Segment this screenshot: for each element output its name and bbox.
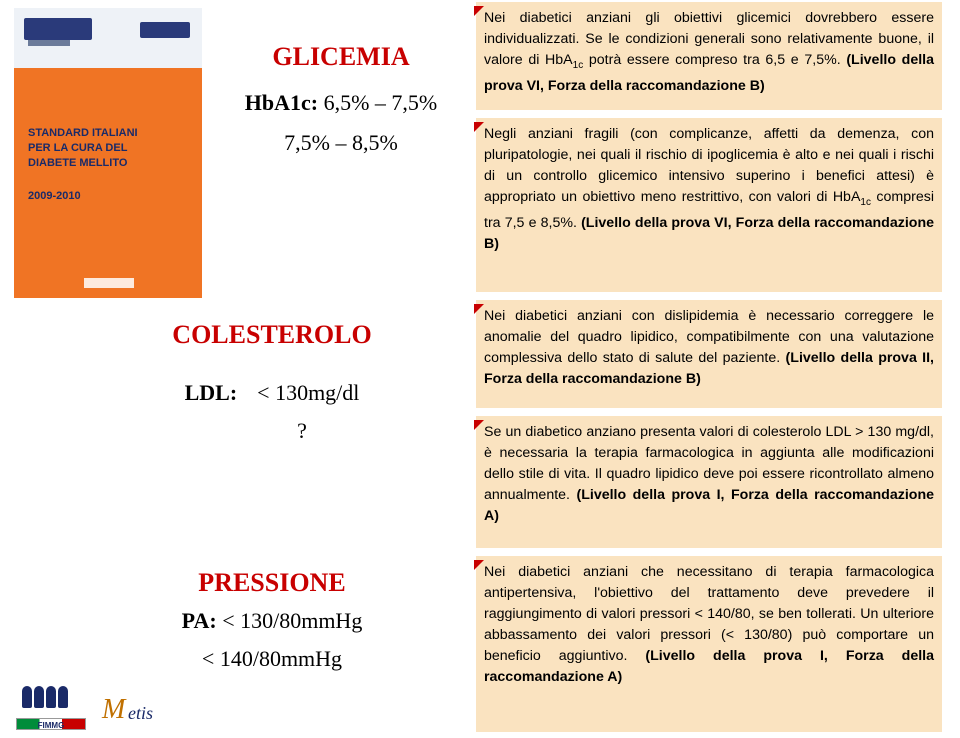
recommendation-box-5: Nei diabetici anziani che necessitano di…	[476, 556, 942, 732]
pa-value1: < 130/80mmHg	[222, 608, 362, 633]
cover-header	[14, 8, 202, 68]
fimmg-logo: FIMMG	[16, 680, 86, 730]
cover-body: STANDARD ITALIANI PER LA CURA DEL DIABET…	[14, 68, 202, 298]
footer-logos: FIMMG Metis	[16, 670, 168, 730]
box1-text: Nei diabetici anziani gli obiettivi glic…	[484, 8, 934, 97]
book-cover: STANDARD ITALIANI PER LA CURA DEL DIABET…	[14, 8, 202, 298]
box4-text: Se un diabetico anziano presenta valori …	[484, 422, 934, 527]
metis-logo: Metis	[98, 680, 168, 730]
amd-logo	[24, 18, 92, 40]
slide: STANDARD ITALIANI PER LA CURA DEL DIABET…	[0, 0, 960, 738]
recommendation-box-3: Nei diabetici anziani con dislipidemia è…	[476, 300, 942, 408]
hba1c-range2: 7,5% – 8,5%	[216, 130, 466, 156]
sid-logo	[140, 22, 190, 38]
pa-label: PA:	[182, 608, 217, 633]
box-marker-icon	[474, 560, 484, 570]
recommendation-box-4: Se un diabetico anziano presenta valori …	[476, 416, 942, 548]
cover-title-l2: PER LA CURA DEL	[28, 142, 127, 154]
cover-publisher	[84, 278, 134, 288]
box-marker-icon	[474, 6, 484, 16]
hba1c-label: HbA1c:	[245, 90, 318, 115]
ldl-question: ?	[142, 418, 462, 444]
box-marker-icon	[474, 420, 484, 430]
colesterolo-row: LDL: < 130mg/dl	[82, 380, 462, 406]
box2-text: Negli anziani fragili (con complicanze, …	[484, 124, 934, 255]
glicemia-heading: GLICEMIA	[216, 42, 466, 72]
glicemia-row1: HbA1c: 6,5% – 7,5%	[216, 90, 466, 116]
pa-value2: < 140/80mmHg	[82, 646, 462, 672]
cover-title-l3: DIABETE MELLITO	[28, 157, 127, 169]
box5-text: Nei diabetici anziani che necessitano di…	[484, 562, 934, 688]
glicemia-block: GLICEMIA HbA1c: 6,5% – 7,5% 7,5% – 8,5%	[216, 42, 466, 156]
ldl-label: LDL:	[185, 380, 238, 406]
pressione-row1: PA: < 130/80mmHg	[82, 608, 462, 634]
hba1c-range1: 6,5% – 7,5%	[324, 90, 438, 115]
box-marker-icon	[474, 122, 484, 132]
colesterolo-block: COLESTEROLO LDL: < 130mg/dl ?	[82, 320, 462, 444]
colesterolo-heading: COLESTEROLO	[82, 320, 462, 350]
box3-text: Nei diabetici anziani con dislipidemia è…	[484, 306, 934, 390]
recommendation-box-1: Nei diabetici anziani gli obiettivi glic…	[476, 2, 942, 110]
ldl-value: < 130mg/dl	[257, 380, 359, 406]
pressione-heading: PRESSIONE	[82, 568, 462, 598]
cover-title-l1: STANDARD ITALIANI	[28, 127, 138, 139]
cover-title: STANDARD ITALIANI PER LA CURA DEL DIABET…	[28, 126, 188, 171]
box-marker-icon	[474, 304, 484, 314]
amd-logo-sub	[28, 40, 70, 46]
pressione-block: PRESSIONE PA: < 130/80mmHg < 140/80mmHg	[82, 568, 462, 672]
recommendation-box-2: Negli anziani fragili (con complicanze, …	[476, 118, 942, 292]
fimmg-text: FIMMG	[16, 721, 86, 730]
cover-year: 2009-2010	[28, 190, 81, 202]
